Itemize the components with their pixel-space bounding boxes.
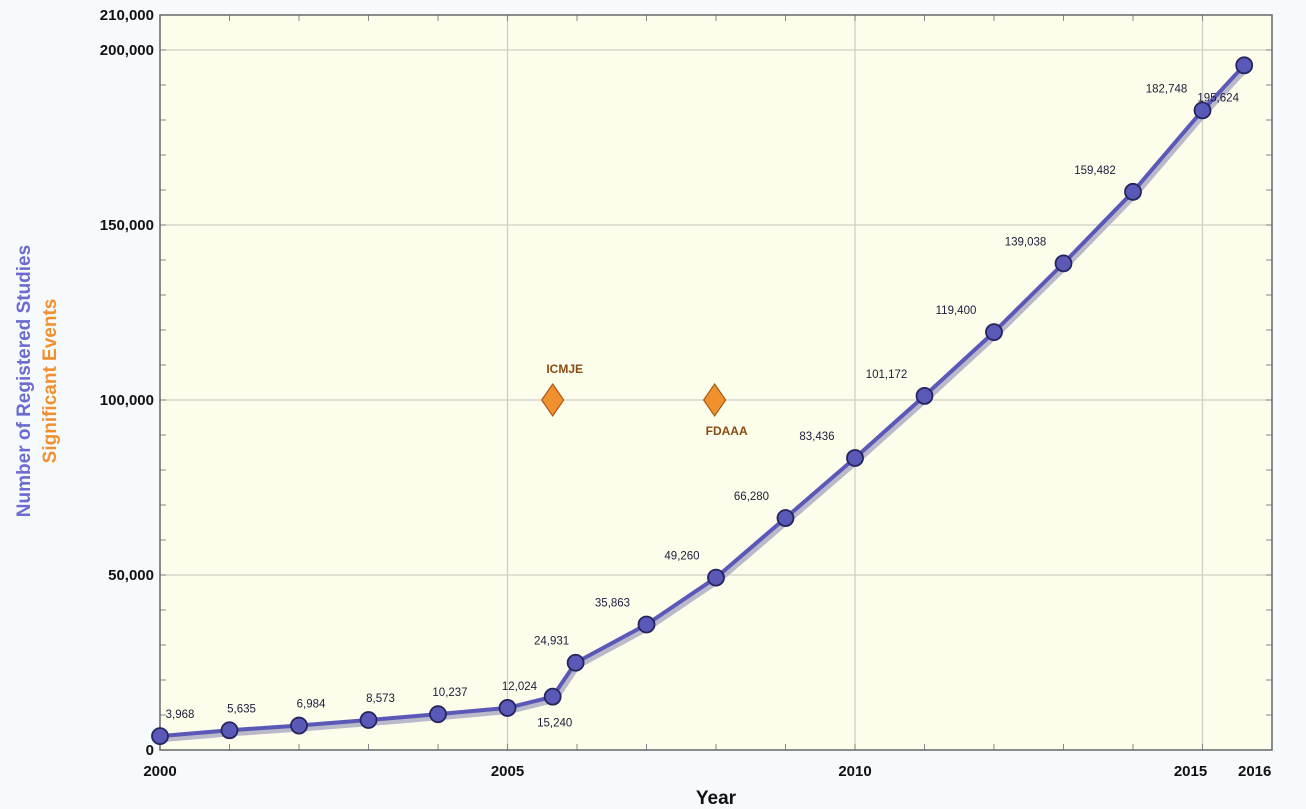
event-label: ICMJE bbox=[546, 362, 583, 376]
data-point bbox=[915, 386, 934, 405]
data-point bbox=[846, 449, 864, 467]
data-label: 101,172 bbox=[866, 369, 908, 381]
y-tick-label: 200,000 bbox=[100, 42, 154, 59]
data-label: 83,436 bbox=[799, 431, 834, 443]
x-axis: 2000 2005 2010 2015 2016 bbox=[143, 763, 1271, 780]
data-point bbox=[985, 323, 1003, 342]
data-point bbox=[220, 721, 239, 740]
data-point bbox=[429, 705, 447, 724]
data-point bbox=[776, 509, 795, 527]
data-label: 24,931 bbox=[534, 636, 569, 648]
data-label: 10,237 bbox=[432, 687, 467, 699]
data-label: 195,624 bbox=[1197, 92, 1239, 104]
data-point bbox=[359, 711, 378, 729]
data-label: 49,260 bbox=[664, 551, 699, 563]
plot-border bbox=[159, 14, 1273, 751]
data-label: 35,863 bbox=[595, 597, 630, 609]
y-tick-label: 150,000 bbox=[100, 217, 154, 234]
data-label: 119,400 bbox=[936, 305, 977, 317]
event-marker bbox=[702, 382, 727, 418]
x-tick-label: 2000 bbox=[143, 763, 176, 780]
y-axis-title-events: Significant Events bbox=[40, 299, 61, 464]
data-label: 5,635 bbox=[227, 703, 256, 715]
data-point bbox=[1235, 56, 1254, 75]
series-line-shadow bbox=[161, 66, 1249, 743]
event-label: FDAAA bbox=[706, 424, 748, 438]
data-point bbox=[543, 687, 562, 706]
data-label: 139,038 bbox=[1005, 236, 1047, 248]
minor-ticks bbox=[160, 15, 1272, 750]
plot-area bbox=[160, 15, 1272, 750]
data-points bbox=[151, 56, 1254, 746]
data-label: 8,573 bbox=[366, 693, 395, 705]
y-axis: 0 50,000 100,000 150,000 200,000 210,000 bbox=[100, 7, 154, 759]
data-label: 3,968 bbox=[166, 709, 195, 721]
data-label: 15,240 bbox=[537, 718, 572, 730]
event-markers: ICMJE FDAAA bbox=[540, 362, 748, 438]
data-point bbox=[566, 653, 585, 672]
data-label: 6,984 bbox=[297, 699, 326, 711]
data-point bbox=[290, 716, 308, 735]
data-point bbox=[1124, 182, 1142, 201]
series-line bbox=[159, 63, 1246, 739]
data-point bbox=[151, 727, 169, 746]
y-tick-label: 100,000 bbox=[100, 392, 154, 409]
y-tick-label: 0 bbox=[146, 742, 154, 759]
x-tick-label: 2005 bbox=[491, 763, 524, 780]
data-point bbox=[637, 615, 656, 634]
data-label: 66,280 bbox=[734, 491, 769, 503]
x-tick-label: 2015 bbox=[1174, 763, 1207, 780]
data-point bbox=[1193, 101, 1212, 120]
event-marker bbox=[540, 382, 565, 418]
y-tick-label: 210,000 bbox=[100, 7, 154, 24]
data-label: 12,024 bbox=[502, 681, 538, 693]
data-label: 159,482 bbox=[1074, 165, 1116, 177]
data-label: 182,748 bbox=[1146, 83, 1188, 95]
x-tick-label: 2016 bbox=[1238, 763, 1271, 780]
y-axis-title: Number of Registered Studies bbox=[14, 245, 35, 517]
data-point bbox=[1054, 254, 1073, 273]
data-point bbox=[707, 568, 725, 587]
data-point bbox=[498, 699, 517, 717]
y-tick-label: 50,000 bbox=[108, 567, 154, 584]
grid-lines bbox=[160, 15, 1272, 750]
x-tick-label: 2010 bbox=[838, 763, 871, 780]
x-axis-title: Year bbox=[696, 788, 737, 809]
data-labels: 3,968 5,635 6,984 8,573 10,237 12,024 15,240 24… bbox=[166, 83, 1240, 729]
